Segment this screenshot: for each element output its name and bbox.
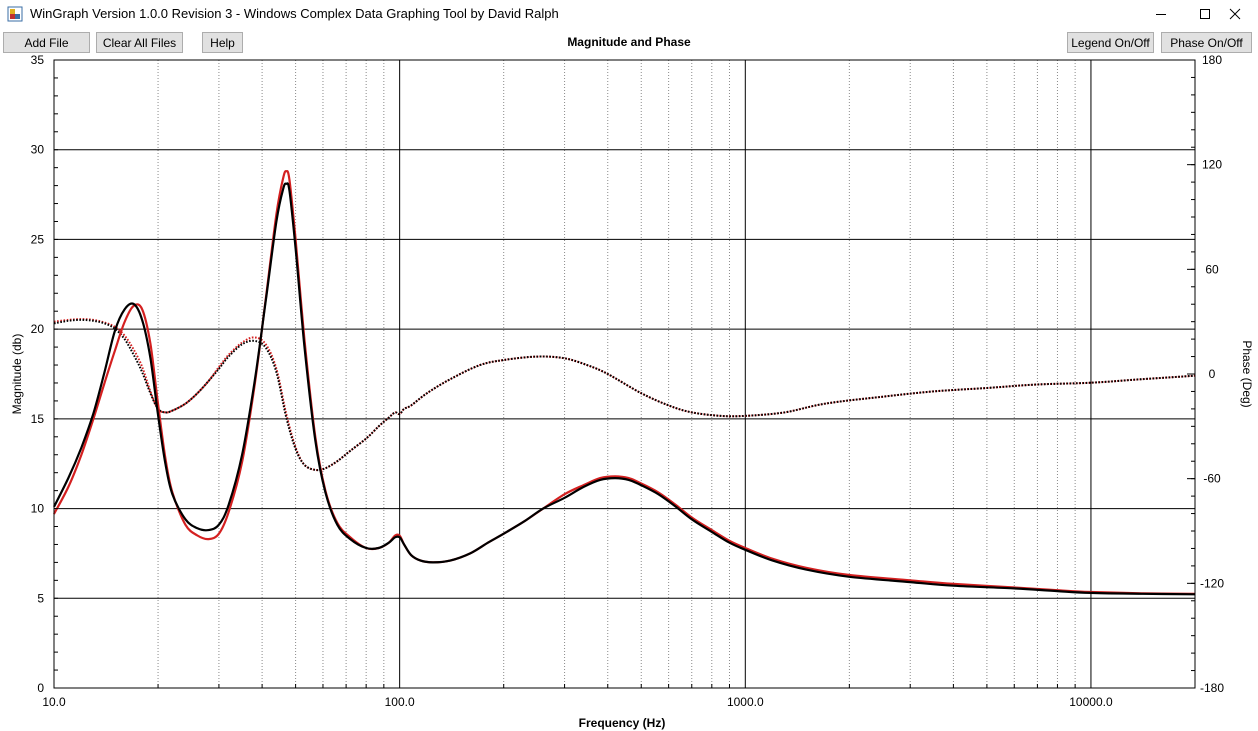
phase-line-black: [53, 318, 1196, 472]
y2-axis-label: Phase (Deg): [1240, 340, 1254, 407]
y-tick-label: 30: [31, 143, 45, 157]
chart-title: Magnitude and Phase: [567, 35, 691, 49]
y-tick-label: 5: [37, 591, 44, 605]
clear-all-files-button[interactable]: Clear All Files: [96, 32, 183, 53]
phase-toggle-button[interactable]: Phase On/Off: [1161, 32, 1252, 53]
y-tick-label: 25: [31, 232, 45, 246]
series-layer: [53, 170, 1196, 596]
title-bar: WinGraph Version 1.0.0 Revision 3 - Wind…: [0, 0, 1258, 28]
phase-line-red: [53, 318, 1196, 472]
add-file-button[interactable]: Add File: [3, 32, 90, 53]
minimize-icon: [1156, 14, 1166, 15]
app-icon: [7, 6, 23, 22]
y-axis-label: Magnitude (db): [10, 334, 24, 415]
y2-tick-label: -60: [1203, 472, 1221, 486]
magnitude-line-black: [53, 182, 1196, 596]
y-tick-label: 15: [31, 412, 45, 426]
window-title: WinGraph Version 1.0.0 Revision 3 - Wind…: [30, 6, 559, 21]
y2-tick-label: -120: [1200, 576, 1224, 590]
close-button[interactable]: [1212, 0, 1258, 28]
legend-toggle-button[interactable]: Legend On/Off: [1067, 32, 1154, 53]
axes-layer: 10.0 100.0 1000.0 10000.0 0 5 10 15 20 25 30 35 -180…: [31, 53, 1225, 709]
minor-grid: [157, 60, 1196, 688]
y2-tick-label: 180: [1202, 53, 1222, 67]
y2-tick-label: 0: [1209, 367, 1216, 381]
maximize-icon: [1200, 9, 1210, 19]
y2-tick-label: 120: [1202, 158, 1222, 172]
x-tick-label: 10000.0: [1069, 695, 1113, 709]
y-tick-label: 10: [31, 502, 45, 516]
plot-frame: [53, 59, 1196, 689]
major-grid: [53, 59, 1195, 689]
y2-tick-label: 60: [1205, 262, 1219, 276]
y-tick-label: 20: [31, 322, 45, 336]
close-icon: [1229, 8, 1241, 20]
magnitude-line-red: [53, 170, 1196, 595]
help-button[interactable]: Help: [202, 32, 243, 53]
y2-tick-label: -180: [1200, 681, 1224, 695]
x-axis-label: Frequency (Hz): [579, 716, 666, 730]
maximize-button[interactable]: [1182, 0, 1228, 28]
x-tick-label: 10.0: [42, 695, 66, 709]
x-tick-label: 1000.0: [727, 695, 764, 709]
y-tick-label: 0: [37, 681, 44, 695]
x-tick-label: 100.0: [385, 695, 415, 709]
y-tick-label: 35: [31, 53, 45, 67]
minimize-button[interactable]: [1138, 0, 1184, 28]
